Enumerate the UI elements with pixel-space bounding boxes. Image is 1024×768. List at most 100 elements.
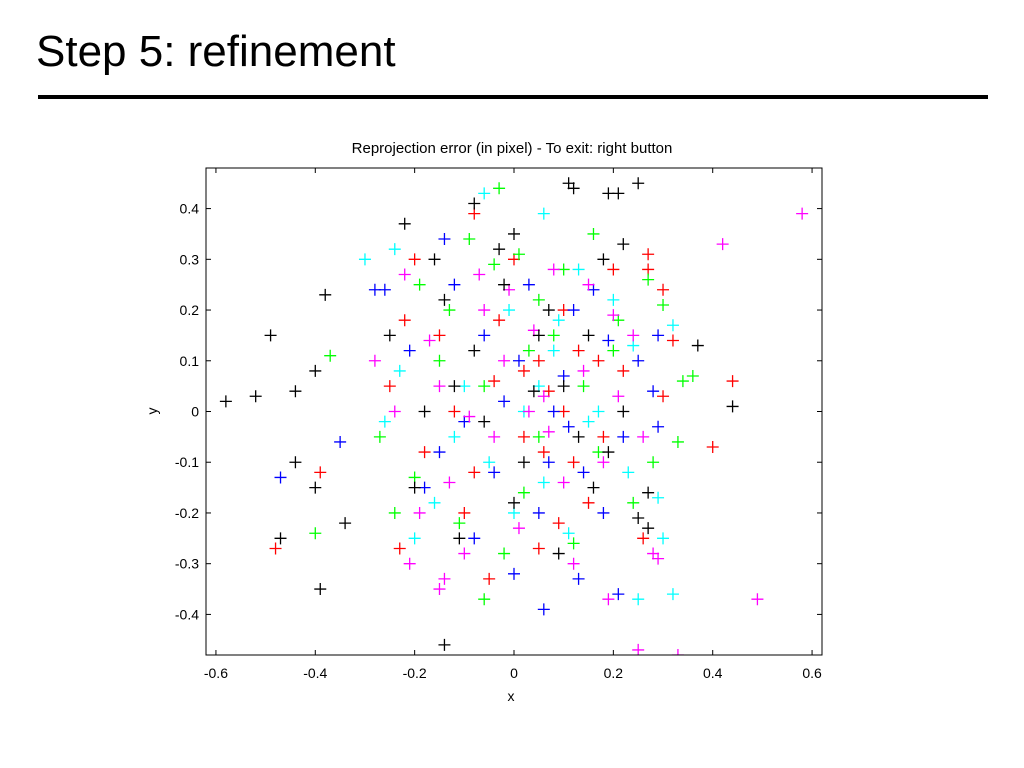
data-point (532, 506, 545, 519)
data-point (587, 227, 600, 240)
data-point (597, 456, 610, 469)
data-point (498, 395, 511, 408)
x-axis-label: x (508, 688, 515, 704)
data-point (438, 293, 451, 306)
data-point (512, 522, 525, 535)
data-point (493, 182, 506, 195)
data-point (597, 506, 610, 519)
data-point (612, 314, 625, 327)
data-point (617, 405, 630, 418)
data-point (478, 304, 491, 317)
data-point (557, 476, 570, 489)
data-point (319, 288, 332, 301)
data-point (671, 649, 684, 655)
data-point (478, 415, 491, 428)
data-point (537, 207, 550, 220)
data-point (557, 369, 570, 382)
x-tick-label: 0.6 (802, 665, 822, 681)
data-point (567, 557, 580, 570)
data-point (473, 268, 486, 281)
data-point (647, 456, 660, 469)
data-point (602, 446, 615, 459)
y-tick-label: 0 (191, 404, 199, 420)
data-point (388, 243, 401, 256)
x-tick-label: -0.4 (303, 665, 327, 681)
data-point (398, 314, 411, 327)
data-point (726, 375, 739, 388)
data-point (562, 420, 575, 433)
data-point (627, 339, 640, 352)
data-point (448, 380, 461, 393)
data-point (517, 456, 530, 469)
data-point (433, 583, 446, 596)
data-point (532, 542, 545, 555)
data-point (468, 344, 481, 357)
data-point (567, 182, 580, 195)
data-point (448, 405, 461, 418)
data-point (458, 506, 471, 519)
data-point (488, 375, 501, 388)
data-point (522, 405, 535, 418)
data-point (751, 593, 764, 606)
data-point (607, 263, 620, 276)
data-point (602, 593, 615, 606)
data-point (408, 532, 421, 545)
data-point (503, 283, 516, 296)
data-point (567, 537, 580, 550)
data-point (666, 334, 679, 347)
data-point (671, 435, 684, 448)
data-point (458, 547, 471, 560)
data-point (652, 491, 665, 504)
data-point (577, 364, 590, 377)
y-tick-label: -0.1 (175, 454, 199, 470)
data-point (612, 187, 625, 200)
data-point (448, 278, 461, 291)
data-point (607, 344, 620, 357)
x-tick-label: -0.6 (204, 665, 228, 681)
data-point (542, 425, 555, 438)
data-point (582, 496, 595, 509)
data-point (393, 542, 406, 555)
data-point (652, 420, 665, 433)
data-point (289, 385, 302, 398)
data-point (517, 430, 530, 443)
data-point (607, 293, 620, 306)
data-point (483, 572, 496, 585)
data-point (597, 253, 610, 266)
data-point (657, 532, 670, 545)
data-point (617, 238, 630, 251)
data-point (532, 293, 545, 306)
data-point (448, 430, 461, 443)
data-point (498, 354, 511, 367)
data-point (314, 466, 327, 479)
data-point (642, 522, 655, 535)
data-point (403, 344, 416, 357)
data-point (632, 643, 645, 655)
data-point (438, 572, 451, 585)
data-point (264, 329, 277, 342)
data-point (582, 415, 595, 428)
data-point (508, 567, 520, 580)
data-point (443, 476, 456, 489)
data-point (324, 349, 337, 362)
data-point (647, 547, 660, 560)
data-point (413, 278, 426, 291)
data-point (488, 258, 501, 271)
data-point (666, 319, 679, 332)
data-point (428, 496, 441, 509)
data-point (383, 329, 396, 342)
data-point (289, 456, 302, 469)
data-point (314, 583, 327, 596)
data-point (358, 253, 371, 266)
data-point (612, 390, 625, 403)
data-point (577, 380, 590, 393)
data-point (547, 329, 560, 342)
data-point (433, 329, 446, 342)
data-point (572, 263, 585, 276)
data-point (517, 364, 530, 377)
data-point (468, 197, 481, 210)
data-point (468, 532, 481, 545)
data-point (547, 405, 560, 418)
data-point (642, 248, 655, 261)
